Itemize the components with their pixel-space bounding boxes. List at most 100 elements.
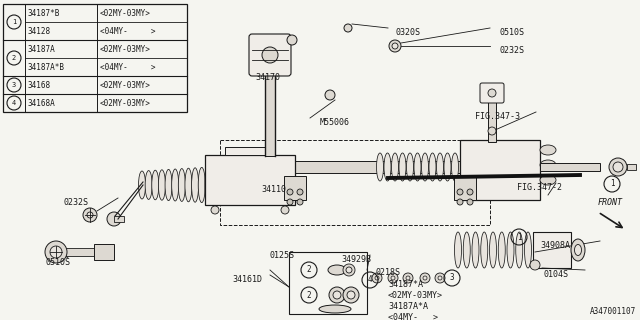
Ellipse shape	[472, 232, 479, 268]
Text: 4: 4	[12, 100, 16, 106]
Ellipse shape	[392, 153, 399, 181]
Ellipse shape	[525, 232, 531, 268]
FancyBboxPatch shape	[454, 176, 476, 200]
FancyBboxPatch shape	[533, 232, 571, 268]
Circle shape	[347, 291, 355, 299]
Circle shape	[346, 267, 352, 273]
Circle shape	[297, 199, 303, 205]
Circle shape	[406, 276, 410, 280]
FancyBboxPatch shape	[249, 34, 291, 76]
Circle shape	[281, 206, 289, 214]
Circle shape	[329, 287, 345, 303]
Text: 4: 4	[368, 276, 372, 284]
Ellipse shape	[414, 153, 421, 181]
Circle shape	[375, 276, 379, 280]
Text: 34929B: 34929B	[341, 255, 371, 264]
Bar	[627, 164, 636, 170]
Text: 34187A*B: 34187A*B	[28, 62, 65, 71]
Text: <02MY-03MY>: <02MY-03MY>	[100, 81, 151, 90]
Circle shape	[613, 162, 623, 172]
Circle shape	[211, 206, 219, 214]
Text: 34110: 34110	[261, 185, 286, 194]
Circle shape	[344, 24, 352, 32]
Text: 1: 1	[610, 180, 614, 188]
FancyBboxPatch shape	[480, 83, 504, 103]
Ellipse shape	[138, 171, 145, 199]
Ellipse shape	[444, 153, 451, 181]
Text: 0218S: 0218S	[376, 268, 401, 277]
Circle shape	[50, 246, 62, 258]
Text: 34168A: 34168A	[28, 99, 56, 108]
Ellipse shape	[540, 145, 556, 155]
Circle shape	[45, 241, 67, 263]
Text: 1: 1	[516, 233, 522, 242]
Circle shape	[287, 199, 293, 205]
Circle shape	[372, 273, 382, 283]
Ellipse shape	[159, 170, 165, 200]
Ellipse shape	[145, 171, 152, 199]
Ellipse shape	[165, 169, 172, 201]
Text: 34168: 34168	[28, 81, 51, 90]
Text: 1: 1	[12, 19, 16, 25]
Ellipse shape	[463, 232, 470, 268]
Circle shape	[333, 291, 341, 299]
Ellipse shape	[384, 153, 391, 181]
Text: 34187A*A: 34187A*A	[388, 302, 428, 311]
Text: 34187*A: 34187*A	[388, 280, 423, 289]
Circle shape	[391, 276, 395, 280]
Text: 2: 2	[12, 55, 16, 61]
Ellipse shape	[211, 167, 218, 204]
Text: 2: 2	[307, 266, 311, 275]
Text: <04MY-     >: <04MY- >	[100, 27, 156, 36]
Bar	[295, 161, 480, 173]
Circle shape	[87, 212, 93, 218]
Text: <02MY-03MY>: <02MY-03MY>	[100, 99, 151, 108]
Circle shape	[438, 276, 442, 280]
Circle shape	[343, 264, 355, 276]
Circle shape	[343, 287, 359, 303]
Ellipse shape	[507, 232, 514, 268]
Text: 0320S: 0320S	[395, 28, 420, 37]
FancyBboxPatch shape	[284, 176, 306, 200]
Circle shape	[488, 127, 496, 135]
FancyBboxPatch shape	[94, 244, 114, 260]
Circle shape	[488, 89, 496, 97]
Ellipse shape	[399, 153, 406, 181]
Text: FIG.347-2: FIG.347-2	[517, 183, 562, 192]
Ellipse shape	[172, 169, 179, 201]
Text: M55006: M55006	[320, 118, 350, 127]
Circle shape	[435, 273, 445, 283]
Circle shape	[388, 273, 398, 283]
Ellipse shape	[198, 167, 205, 203]
Ellipse shape	[205, 167, 212, 203]
Circle shape	[457, 189, 463, 195]
Circle shape	[325, 90, 335, 100]
Circle shape	[609, 158, 627, 176]
Circle shape	[530, 260, 540, 270]
Text: 0232S: 0232S	[500, 46, 525, 55]
Ellipse shape	[571, 239, 585, 261]
Text: 0510S: 0510S	[45, 258, 70, 267]
Bar	[540, 163, 600, 171]
Ellipse shape	[540, 160, 556, 170]
Text: 34908A: 34908A	[540, 241, 570, 250]
Ellipse shape	[191, 168, 198, 202]
Text: A347001107: A347001107	[589, 307, 636, 316]
Circle shape	[403, 273, 413, 283]
Bar	[488, 100, 496, 142]
Ellipse shape	[451, 153, 458, 181]
Bar	[56, 248, 111, 256]
Circle shape	[467, 189, 473, 195]
Ellipse shape	[490, 232, 497, 268]
Text: 34161D: 34161D	[232, 275, 262, 284]
Text: <02MY-03MY>: <02MY-03MY>	[100, 9, 151, 18]
Circle shape	[262, 47, 278, 63]
Text: FRONT: FRONT	[598, 198, 623, 207]
Bar	[114, 216, 124, 222]
Ellipse shape	[575, 244, 582, 255]
Ellipse shape	[406, 153, 413, 181]
Ellipse shape	[376, 153, 383, 181]
Text: <04MY-   >: <04MY- >	[388, 313, 438, 320]
Text: 34170: 34170	[255, 73, 280, 82]
Circle shape	[389, 40, 401, 52]
